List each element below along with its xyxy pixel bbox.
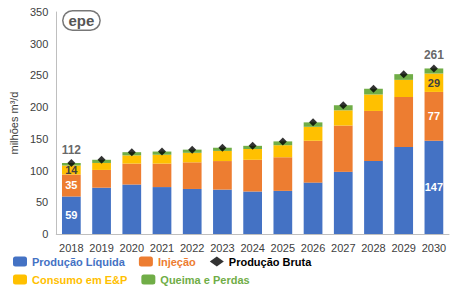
svg-text:Consumo em E&P: Consumo em E&P [32,274,127,286]
svg-text:2029: 2029 [391,242,415,254]
svg-text:epe: epe [69,12,95,29]
svg-text:150: 150 [30,133,48,145]
svg-text:2028: 2028 [361,242,385,254]
svg-text:200: 200 [30,101,48,113]
svg-text:300: 300 [30,38,48,50]
svg-text:2030: 2030 [422,242,446,254]
svg-text:77: 77 [428,110,440,122]
svg-text:2026: 2026 [301,242,325,254]
svg-text:59: 59 [65,209,77,221]
svg-text:milhões m³/d: milhões m³/d [8,92,20,155]
svg-text:Injeção: Injeção [158,256,196,268]
svg-text:2027: 2027 [331,242,355,254]
svg-text:14: 14 [65,163,78,176]
svg-text:2018: 2018 [59,242,83,254]
svg-text:2025: 2025 [271,242,295,254]
svg-text:2024: 2024 [240,242,264,254]
svg-text:2022: 2022 [180,242,204,254]
svg-text:Queima e Perdas: Queima e Perdas [160,274,249,286]
svg-text:100: 100 [30,165,48,177]
svg-text:147: 147 [425,181,443,193]
svg-text:261: 261 [424,48,444,62]
svg-text:250: 250 [30,69,48,81]
svg-text:0: 0 [42,228,48,240]
svg-text:35: 35 [65,179,77,191]
svg-text:2020: 2020 [120,242,144,254]
svg-text:112: 112 [62,143,82,157]
svg-text:Produção Bruta: Produção Bruta [229,256,312,268]
svg-text:Produção Líquida: Produção Líquida [32,256,126,268]
svg-text:50: 50 [36,196,48,208]
svg-text:2021: 2021 [150,242,174,254]
svg-text:2023: 2023 [210,242,234,254]
svg-text:350: 350 [30,6,48,18]
svg-text:2019: 2019 [89,242,113,254]
svg-text:29: 29 [428,77,440,89]
